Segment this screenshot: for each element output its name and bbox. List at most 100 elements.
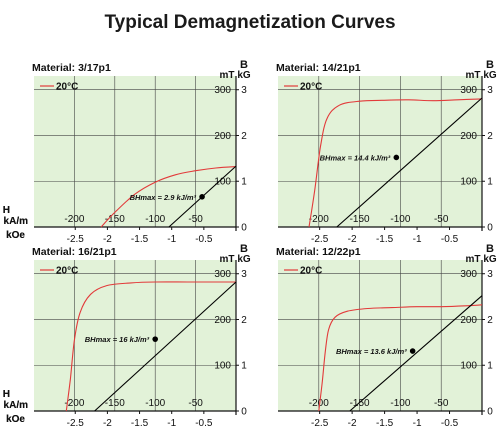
- x-tick-label-koe: -2.5: [311, 418, 329, 427]
- y-tick-label-kg: 3: [487, 85, 493, 96]
- y-tick-label-kg: 3: [241, 269, 247, 280]
- x-tick-label-koe: -1.5: [376, 234, 394, 245]
- x-tick-label-kam: -50: [188, 398, 203, 409]
- y-tick-label-mt: 200: [460, 131, 477, 142]
- plot-area: [278, 260, 482, 411]
- y-tick-label-kg: 2: [487, 315, 493, 326]
- x-tick-label-kam: -50: [434, 214, 449, 225]
- y-tick-label-kg: 1: [241, 361, 247, 372]
- y-tick-label-kg: 3: [241, 85, 247, 96]
- x-tick-label-kam: -150: [105, 398, 125, 409]
- bhmax-point: [393, 154, 400, 161]
- y-axis-label-b: B: [240, 243, 248, 255]
- x-axis-label-h: H: [3, 389, 10, 400]
- y-axis-unit-kg: kG: [237, 254, 251, 265]
- x-tick-label-kam: -150: [350, 398, 370, 409]
- x-tick-label-koe: -2.5: [67, 234, 85, 245]
- y-tick-label-kg: 0: [241, 223, 247, 234]
- chart-panel: Material: 16/21p1 BmT kG 300 200 100 3 2 1 0 -200 -…: [3, 243, 251, 427]
- bhmax-point: [152, 336, 158, 342]
- plot-area: [34, 76, 236, 227]
- y-tick-label-mt: 300: [214, 269, 231, 280]
- plot-area: [278, 76, 482, 227]
- x-axis-label-kam: kA/m: [4, 216, 29, 227]
- y-axis-label-b: B: [240, 59, 248, 71]
- x-axis-label-h: H: [3, 389, 10, 400]
- x-axis-label-koe: kOe: [6, 230, 25, 241]
- y-tick-label-kg: 1: [487, 361, 493, 372]
- y-tick-label-kg: 2: [241, 131, 247, 142]
- chart-title: Material: 3/17p1: [32, 62, 111, 74]
- series-line: [336, 97, 483, 228]
- x-tick-label-kam: -50: [188, 214, 203, 225]
- y-tick-label-mt: 200: [214, 315, 231, 326]
- series-line: [65, 281, 236, 412]
- x-tick-label-kam: -50: [434, 398, 449, 409]
- y-tick-label-mt: 200: [460, 315, 477, 326]
- plot-area: [34, 260, 236, 411]
- bhmax-annotation: BHmax = 2.9 kJ/m³: [130, 193, 197, 202]
- y-tick-label-kg: 2: [241, 315, 247, 326]
- x-tick-label-kam: -150: [105, 214, 125, 225]
- x-tick-label-kam: -100: [145, 398, 165, 409]
- bhmax-annotation: BHmax = 16 kJ/m³: [85, 335, 150, 344]
- chart-title: Material: 14/21p1: [276, 62, 361, 74]
- x-tick-label-kam: -200: [309, 398, 329, 409]
- page-title: Typical Demagnetization Curves: [104, 12, 396, 33]
- y-axis-unit-mt: mT: [466, 254, 481, 265]
- y-tick-label-mt: 300: [214, 85, 231, 96]
- x-tick-label-koe: -1: [413, 418, 422, 427]
- x-axis-label-koe: kOe: [6, 414, 25, 425]
- y-tick-label-kg: 0: [487, 407, 493, 418]
- x-tick-label-kam: -200: [309, 214, 329, 225]
- x-axis-label-h: H: [3, 205, 10, 216]
- x-tick-label-koe: -1.5: [131, 418, 149, 427]
- series-line: [318, 304, 483, 412]
- series-line: [100, 166, 237, 228]
- y-tick-label-kg: 3: [487, 269, 493, 280]
- x-tick-label-koe: -0.5: [195, 234, 213, 245]
- x-axis-label-koe: kOe: [6, 414, 25, 425]
- chart-panel: Material: 14/21p1 BmT kG3002001003210-200-…: [3, 59, 497, 245]
- x-tick-label-koe: -2: [103, 234, 112, 245]
- y-tick-label-mt: 100: [460, 361, 477, 372]
- y-tick-label-kg: 0: [241, 407, 247, 418]
- x-tick-label-koe: -1: [167, 418, 176, 427]
- x-tick-label-kam: -200: [64, 214, 84, 225]
- x-tick-label-koe: -1: [413, 234, 422, 245]
- y-tick-label-mt: 100: [214, 361, 231, 372]
- x-axis-label-h: H: [3, 205, 10, 216]
- y-axis-unit-kg: kG: [237, 70, 251, 81]
- x-axis-label-kam: kA/m: [4, 216, 29, 227]
- y-tick-label-kg: 1: [487, 177, 493, 188]
- y-tick-label-mt: 200: [214, 131, 231, 142]
- x-tick-label-kam: -100: [390, 214, 410, 225]
- x-tick-label-koe: -1.5: [131, 234, 149, 245]
- legend-label: 20°C: [56, 82, 78, 93]
- x-tick-label-koe: -0.5: [195, 418, 213, 427]
- bhmax-point: [199, 194, 205, 200]
- y-axis-label-b: B: [486, 59, 494, 71]
- x-tick-label-koe: -0.5: [441, 234, 459, 245]
- x-axis-label-kam: kA/m: [4, 400, 29, 411]
- y-axis-unit-mt: mT: [466, 70, 481, 81]
- x-tick-label-koe: -2: [348, 418, 357, 427]
- y-tick-label-mt: 100: [460, 177, 477, 188]
- x-tick-label-koe: -1: [167, 234, 176, 245]
- series-line: [308, 98, 483, 228]
- y-tick-label-kg: 0: [487, 223, 493, 234]
- x-tick-label-koe: -1.5: [376, 418, 394, 427]
- y-axis-unit-kg: kG: [483, 70, 497, 81]
- y-axis-label-b: B: [486, 243, 494, 255]
- bhmax-annotation: BHmax = 14.4 kJ/m³: [320, 153, 391, 162]
- chart-panel: Material: 3/17p1 BmT kG 300 200 100 3 2 1 0 -200 -1…: [3, 59, 251, 245]
- bhmax-annotation: BHmax = 13.6 kJ/m³: [336, 347, 407, 356]
- x-tick-label-kam: -100: [145, 214, 165, 225]
- chart-title: Material: 16/21p1: [32, 246, 117, 258]
- chart-panel: Material: 12/22p1 BmT kG3002001003210-200-…: [3, 243, 497, 427]
- y-axis-unit-kg: kG: [483, 254, 497, 265]
- x-axis-label-kam: kA/m: [4, 400, 29, 411]
- x-tick-label-koe: -2.5: [67, 418, 85, 427]
- y-axis-unit-mt: mT: [220, 70, 235, 81]
